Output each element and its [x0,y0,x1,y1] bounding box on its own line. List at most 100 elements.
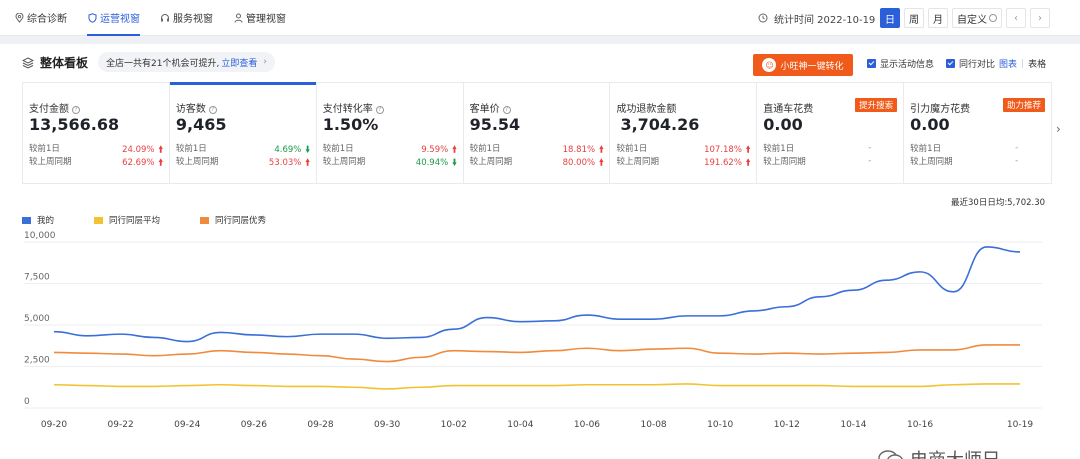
arrow-down-icon: 🠛 [305,145,310,155]
kpi-compare-week: 较上周同期 - [763,156,872,167]
peer-compare-checkbox[interactable]: 同行对比 [946,57,995,70]
kpi-value: 13,566.68 [29,115,120,134]
opportunity-pill[interactable]: 全店一共有21个机会可提升, 立即查看 › [98,52,275,72]
kpi-compare-day: 较前1日 24.09% 🠙 [29,142,163,158]
kpi-card-conversion-rate[interactable]: 支付转化率? 1.50% 较前1日 9.59% 🠙 较上周同期 40.94% 🠛 [317,83,464,183]
mascot-icon: ☺ [762,58,777,72]
tab-management[interactable]: 管理视窗 [233,0,286,36]
x-tick-label: 09-26 [241,420,267,430]
prev-date-button[interactable]: ‹ [1006,8,1026,28]
help-icon: ? [375,106,384,114]
x-tick-label: 09-20 [41,420,67,430]
kpi-row: 支付金额? 13,566.68 较前1日 24.09% 🠙 较上周同期 62.69% 🠙… [22,82,1052,184]
kpi-compare-week: 较上周同期 - [910,156,1019,167]
y-tick-label: 5,000 [24,314,50,324]
kpi-value: 1.50% [322,115,379,134]
checkbox-checked-icon [867,59,876,68]
chevron-right-icon: › [263,57,267,67]
kpi-value: 95.54 [469,115,521,134]
x-tick-label: 10-06 [574,420,600,430]
wang-convert-label: 小旺神一键转化 [780,61,844,72]
legend-swatch [200,216,210,224]
show-activity-label: 显示活动信息 [880,60,935,70]
series-line-2 [53,344,1020,363]
display-options: 显示活动信息 同行对比 图表 | 表格 [867,57,1046,70]
tab-service[interactable]: 服务视窗 [160,0,213,36]
boost-recommend-button[interactable]: 助力推荐 [1003,98,1046,112]
period-selector: 日 周 月 自定义 ‹ › [880,8,1054,28]
x-tick-label: 10-04 [507,420,533,430]
period-custom-label: 自定义 [957,14,987,26]
kpi-compare-day: 较前1日 4.69% 🠛 [176,142,310,158]
help-icon [989,14,997,22]
y-tick-label: 7,500 [24,273,50,283]
arrow-up-icon: 🠙 [452,145,457,155]
legend-item-peer-top[interactable]: 同行同层优秀 [200,214,266,226]
period-week-button[interactable]: 周 [904,8,924,28]
kpi-name: 成功退款金额 [616,104,677,115]
tab-label: 服务视窗 [173,14,213,25]
kpi-card-visitors[interactable]: 访客数? 9,465 较前1日 4.69% 🠛 较上周同期 53.03% 🠙 [169,82,317,183]
kpi-next-arrow-icon[interactable]: › [1056,122,1061,136]
next-date-button[interactable]: › [1030,8,1050,28]
x-tick-label: 10-14 [840,420,866,430]
tab-label: 管理视窗 [246,14,286,25]
kpi-compare-week: 较上周同期 191.62% 🠙 [616,155,750,171]
x-tick-label: 10-16 [907,420,933,430]
layers-icon [21,56,35,69]
legend-swatch [94,216,104,224]
stat-time: 统计时间 2022-10-19 [758,0,875,36]
kpi-name: 引力魔方花费 [910,104,971,115]
arrow-up-icon: 🠙 [158,145,163,155]
legend-item-me[interactable]: 我的 [22,214,54,226]
kpi-card-refund-amount[interactable]: 成功退款金额 3,704.26 较前1日 107.18% 🠙 较上周同期 191.62… [610,83,758,183]
kpi-name: 直通车花费 [763,104,814,115]
chart-avg-note: 最近30日日均:5,702.30 [951,198,1046,208]
x-tick-label: 09-30 [374,420,400,430]
table-view-link[interactable]: 表格 [1028,60,1047,70]
kpi-card-pay-amount[interactable]: 支付金额? 13,566.68 较前1日 24.09% 🠙 较上周同期 62.69% 🠙 [23,83,170,183]
period-custom-button[interactable]: 自定义 [952,8,1002,28]
opportunity-link[interactable]: 立即查看 [221,58,258,69]
legend-swatch [22,216,31,224]
x-tick-label: 09-28 [307,420,333,430]
trend-chart: 最近30日日均:5,702.30 我的 同行同层平均 同行同层优秀 0 2,500… [0,190,1080,459]
kpi-value: 3,704.26 [620,115,700,134]
tab-diagnosis[interactable]: 综合诊断 [14,0,67,36]
checkbox-checked-icon [946,59,956,68]
tab-operations[interactable]: 运营视窗 [87,0,140,36]
line-chart-svg: 0 2,500 5,000 7,500 10,000 09-20 09-22 09-24 09-… [24,231,1042,430]
arrow-down-icon: 🠛 [452,158,457,168]
headset-icon [160,13,170,23]
kpi-value: 0.00 [763,115,803,134]
chart-view-link[interactable]: 图表 [999,60,1018,70]
shield-icon [87,12,97,23]
arrow-up-icon: 🠙 [305,158,310,168]
location-pin-icon [14,12,24,23]
legend-item-peer-avg[interactable]: 同行同层平均 [94,214,160,226]
kpi-name: 支付转化率? [323,100,384,115]
y-tick-label: 0 [24,397,30,407]
period-day-button[interactable]: 日 [880,8,900,28]
peer-compare-label: 同行对比 [959,60,996,70]
arrow-up-icon: 🠙 [745,145,751,155]
boost-search-button[interactable]: 提升搜索 [855,98,898,112]
kpi-value: 0.00 [910,115,950,134]
arrow-up-icon: 🠙 [745,158,751,168]
period-month-button[interactable]: 月 [928,8,948,28]
help-icon: ? [208,106,217,114]
x-tick-label: 10-12 [774,420,800,430]
chart-legend: 我的 同行同层平均 同行同层优秀 [22,214,306,226]
y-tick-label: 2,500 [24,356,50,366]
kpi-card-avg-order-value[interactable]: 客单价? 95.54 较前1日 18.81% 🠙 较上周同期 80.00% 🠙 [464,83,611,183]
kpi-name: 客单价? [470,100,511,115]
wang-convert-button[interactable]: ☺ 小旺神一键转化 [753,54,853,76]
kpi-compare-day: 较前1日 107.18% 🠙 [616,142,750,158]
show-activity-checkbox[interactable]: 显示活动信息 [867,57,934,70]
panel-title: 整体看板 [21,54,89,71]
opportunity-text: 全店一共有21个机会可提升, [106,58,220,69]
watermark: 电商大师兄 [878,446,1000,459]
kpi-card-ylmf-spend[interactable]: 引力魔方花费 助力推荐 0.00 较前1日 - 较上周同期 - [904,83,1051,183]
kpi-card-ztc-spend[interactable]: 直通车花费 提升搜索 0.00 较前1日 - 较上周同期 - [757,83,905,183]
panel-title-text: 整体看板 [40,56,89,70]
